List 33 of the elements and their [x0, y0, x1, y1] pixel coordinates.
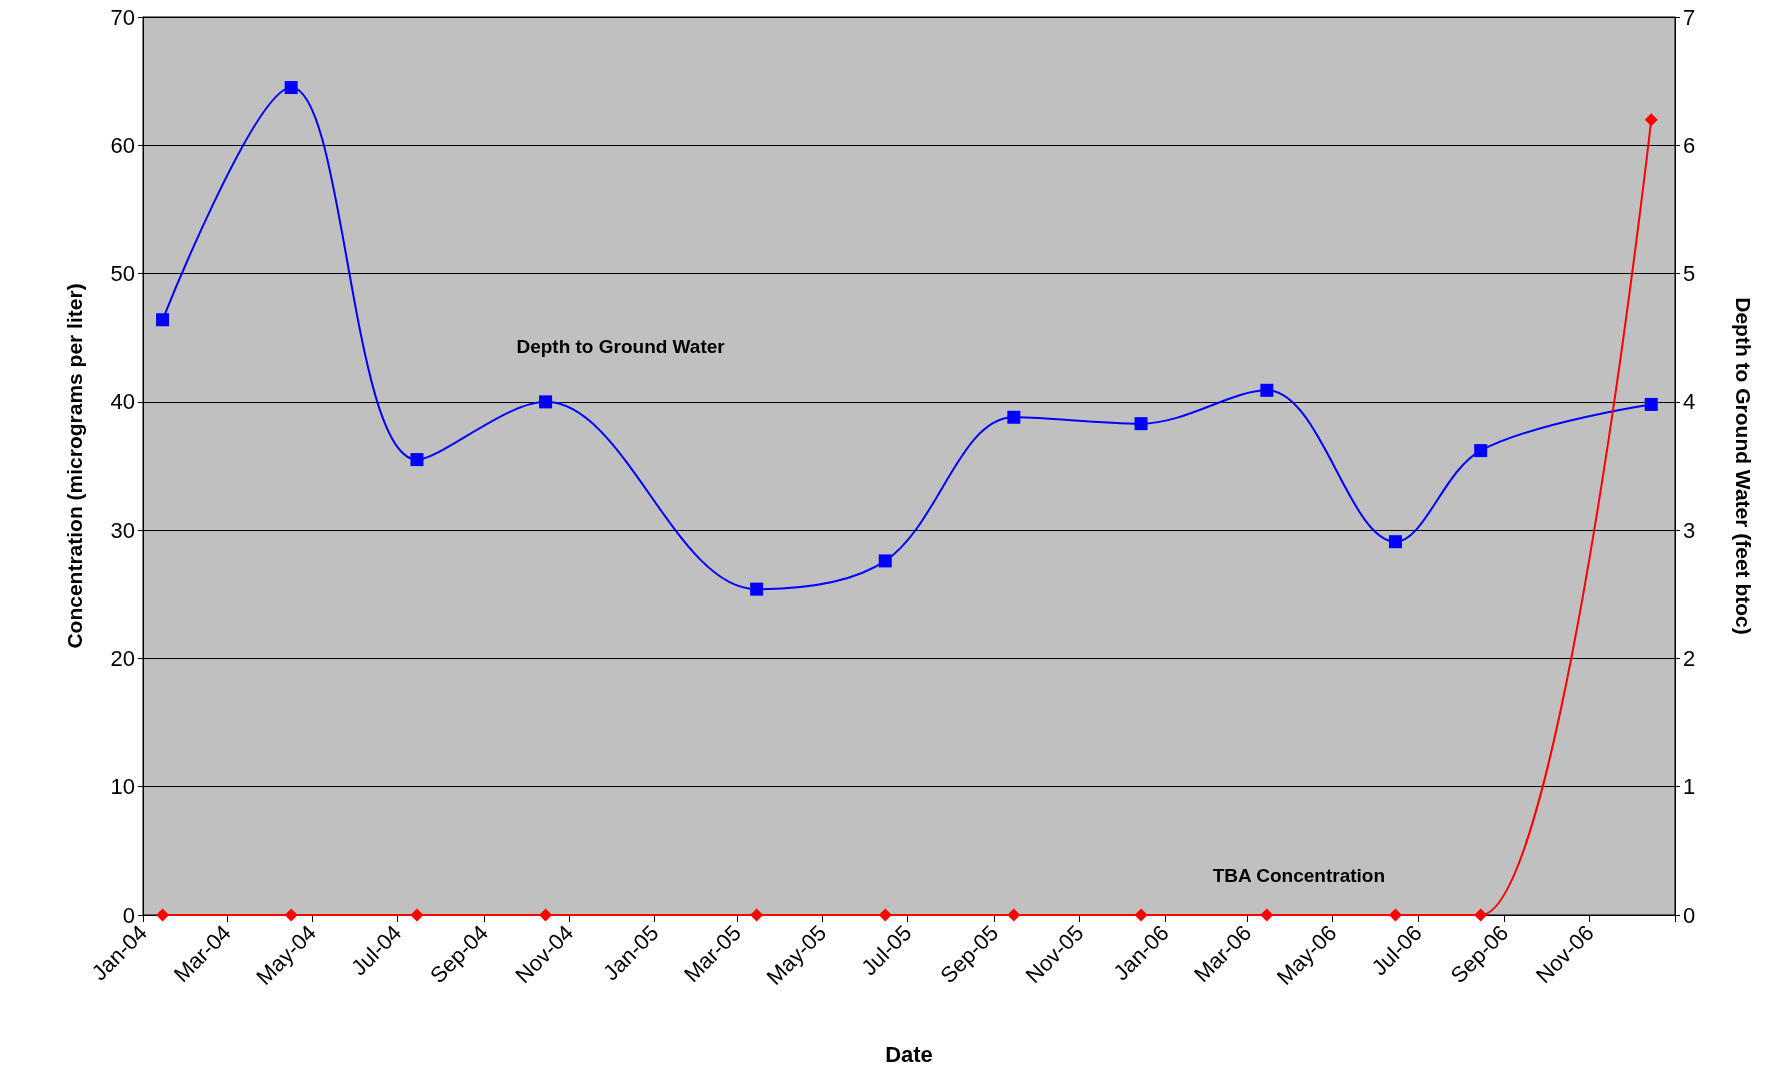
- y-tick-label: 50: [110, 261, 135, 287]
- point: [1260, 383, 1274, 397]
- point: [539, 395, 553, 409]
- point: [1644, 397, 1658, 411]
- y-tick-label: 60: [110, 132, 135, 158]
- point: [156, 313, 170, 327]
- y2-axis-title: Depth to Ground Water (feet btoc): [1732, 297, 1755, 635]
- y2-tick-label: 6: [1683, 132, 1696, 158]
- y2-tick-label: 4: [1683, 389, 1696, 415]
- y-tick-label: 30: [110, 517, 135, 543]
- point: [410, 453, 424, 467]
- point: [1007, 410, 1021, 424]
- point: [750, 582, 764, 596]
- point: [1388, 535, 1402, 549]
- y-tick-label: 40: [110, 389, 135, 415]
- y-tick-label: 70: [110, 4, 135, 30]
- y2-tick-label: 1: [1683, 774, 1696, 800]
- y2-tick-label: 0: [1683, 902, 1696, 928]
- series-label: TBA Concentration: [1212, 864, 1386, 886]
- point: [1474, 444, 1488, 458]
- y-axis-title: Concentration (micrograms per liter): [63, 283, 86, 649]
- point: [878, 554, 892, 568]
- x-axis-title: Date: [885, 1041, 933, 1067]
- text: Depth to Ground Water: [516, 336, 726, 358]
- y2-tick-label: 7: [1683, 4, 1696, 30]
- y-tick-label: 20: [110, 645, 135, 671]
- y2-tick-label: 5: [1683, 261, 1696, 287]
- point: [1134, 417, 1148, 431]
- y-tick-label: 10: [110, 774, 135, 800]
- y2-tick-label: 3: [1683, 517, 1696, 543]
- y2-tick-label: 2: [1683, 645, 1696, 671]
- y-tick-label: 0: [122, 902, 135, 928]
- point: [284, 81, 298, 95]
